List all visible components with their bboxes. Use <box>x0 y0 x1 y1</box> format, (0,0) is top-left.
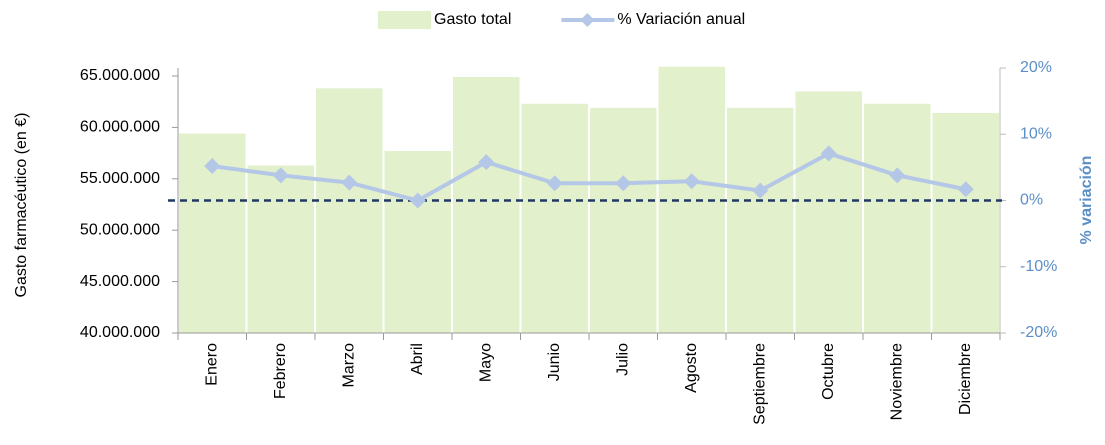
y-axis-title: Gasto farmacéutico (en €) <box>13 113 30 298</box>
bar <box>658 66 725 334</box>
line-marker <box>683 173 700 190</box>
x-tick-label: Septiembre <box>751 343 768 425</box>
legend-marker <box>580 13 595 27</box>
x-tick-label: Junio <box>546 343 563 381</box>
bar <box>864 103 931 333</box>
x-tick-label: Febrero <box>272 343 289 399</box>
y-tick-label: 65.000.000 <box>80 67 160 84</box>
line-marker <box>341 174 358 191</box>
bar <box>932 113 999 334</box>
x-tick-label: Noviembre <box>888 343 905 420</box>
line-marker <box>546 175 563 192</box>
bar <box>590 107 657 333</box>
x-tick-label: Agosto <box>683 343 700 393</box>
x-tick-label: Marzo <box>340 343 357 388</box>
y2-tick-label: 0% <box>1020 192 1043 209</box>
y2-tick-label: -10% <box>1020 258 1057 275</box>
y-tick-label: 60.000.000 <box>80 119 160 136</box>
line-series <box>211 151 967 203</box>
bar <box>316 88 383 333</box>
y2-tick-label: 20% <box>1020 59 1052 76</box>
bar <box>727 107 794 333</box>
line-marker <box>752 182 769 199</box>
y-tick-label: 50.000.000 <box>80 221 160 238</box>
legend-label: Gasto total <box>434 11 511 28</box>
x-tick-label: Mayo <box>477 343 494 382</box>
line-marker <box>272 167 289 184</box>
line-marker <box>615 175 632 192</box>
y-tick-label: 45.000.000 <box>80 273 160 290</box>
bar <box>384 151 451 333</box>
bar <box>247 165 314 333</box>
bar <box>795 91 862 333</box>
y2-tick-label: 10% <box>1020 125 1052 142</box>
line-marker <box>478 154 495 171</box>
x-tick-label: Enero <box>203 343 220 386</box>
x-tick-label: Julio <box>614 343 631 376</box>
legend-swatch <box>378 11 431 29</box>
legend-label: % Variación anual <box>617 11 745 28</box>
line-marker <box>957 181 974 198</box>
y-tick-label: 55.000.000 <box>80 170 160 187</box>
line-marker <box>204 158 221 175</box>
bar <box>521 103 588 333</box>
x-tick-label: Octubre <box>820 343 837 400</box>
x-tick-label: Diciembre <box>957 343 974 415</box>
y2-axis-title: % variación <box>1078 156 1095 245</box>
y-tick-label: 40.000.000 <box>80 324 160 341</box>
line-marker <box>409 192 426 209</box>
bar <box>453 77 520 333</box>
line-marker <box>820 145 837 162</box>
line-marker <box>889 167 906 184</box>
x-tick-label: Abril <box>409 343 426 375</box>
y2-tick-label: -20% <box>1020 324 1057 341</box>
